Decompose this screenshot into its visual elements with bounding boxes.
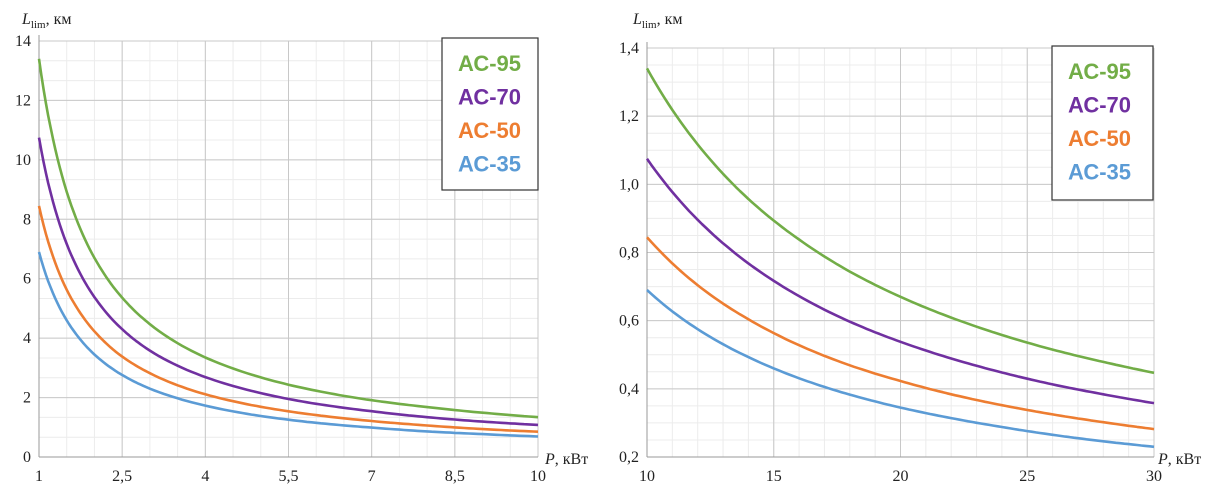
legend-box [441, 37, 539, 191]
x-tick-label: 4 [201, 468, 209, 485]
series-line-3 [646, 289, 1155, 449]
y-axis-title: Llim, км [21, 11, 71, 31]
series-line-0 [645, 67, 1155, 375]
y-axis-subscript: lim [31, 19, 46, 31]
x-axis-symbol: P [1157, 451, 1168, 468]
y-tick-label: 0,6 [619, 313, 639, 330]
x-tick-label: 30 [1146, 468, 1162, 485]
y-tick-label: 1,4 [619, 40, 639, 57]
series-line-2 [37, 205, 539, 433]
y-axis-unit: , км [657, 11, 683, 28]
y-tick-label: 10 [15, 152, 31, 169]
x-tick-label: 10 [530, 468, 546, 485]
y-axis-symbol: L [21, 11, 31, 28]
x-tick-label: 2,5 [112, 468, 132, 485]
y-tick-label: 2 [23, 390, 31, 407]
x-axis-title: P, кВт [544, 451, 588, 468]
y-tick-label: 4 [23, 330, 31, 347]
y-axis-symbol: L [632, 11, 642, 28]
legend-entry: АС-35 [1068, 160, 1131, 185]
series-line-1 [37, 137, 539, 427]
x-tick-label: 7 [368, 468, 376, 485]
legend-entry: АС-70 [458, 85, 521, 110]
series-line-3 [37, 251, 539, 438]
x-axis-symbol: P [544, 451, 555, 468]
y-tick-label: 1,0 [619, 176, 639, 193]
x-axis-title: P, кВт [1157, 451, 1201, 468]
y-axis-subscript: lim [642, 19, 657, 31]
legend-entry: АС-95 [1068, 59, 1131, 84]
legend-entry: АС-70 [1068, 93, 1131, 118]
y-tick-label: 0,8 [619, 245, 639, 262]
series-line-0 [37, 58, 539, 419]
x-axis-unit: , кВт [1168, 451, 1201, 468]
x-tick-label: 20 [893, 468, 909, 485]
y-tick-label: 0,2 [619, 449, 639, 466]
legend-entry: АС-95 [458, 51, 521, 76]
x-tick-label: 25 [1019, 468, 1035, 485]
y-tick-label: 0 [23, 449, 31, 466]
chart-left-svg: 1 2,5 4 5,5 7 8,5 10 0 2 4 6 8 10 12 14 Llim, км P, кВт А… [15, 11, 588, 485]
series-line-2 [646, 236, 1155, 431]
x-tick-label: 5,5 [279, 468, 299, 485]
y-axis-title: Llim, км [632, 11, 682, 31]
y-tick-label: 8 [23, 211, 31, 228]
y-tick-label: 6 [23, 271, 31, 288]
legend-entry: АС-50 [458, 118, 521, 143]
x-tick-label: 15 [766, 468, 782, 485]
legend-entry: АС-50 [1068, 126, 1131, 151]
chart-right: 10 15 20 25 30 0,2 0,4 0,6 0,8 1,0 1,2 1,4 Llim, км P… [600, 0, 1211, 495]
chart-left: 1 2,5 4 5,5 7 8,5 10 0 2 4 6 8 10 12 14 Llim, км P, кВт А… [0, 0, 600, 495]
chart-right-svg: 10 15 20 25 30 0,2 0,4 0,6 0,8 1,0 1,2 1,4 Llim, км P… [619, 11, 1201, 485]
y-tick-label: 14 [15, 33, 31, 50]
y-tick-label: 12 [15, 92, 31, 109]
legend-box [1051, 45, 1154, 201]
legend-entry: АС-35 [458, 152, 521, 177]
series-line-1 [645, 158, 1155, 405]
x-tick-label: 10 [639, 468, 655, 485]
y-axis-unit: , км [46, 11, 72, 28]
y-tick-label: 0,4 [619, 381, 639, 398]
x-axis-unit: , кВт [555, 451, 588, 468]
x-tick-label: 8,5 [445, 468, 465, 485]
y-tick-label: 1,2 [619, 108, 639, 125]
x-tick-label: 1 [35, 468, 43, 485]
